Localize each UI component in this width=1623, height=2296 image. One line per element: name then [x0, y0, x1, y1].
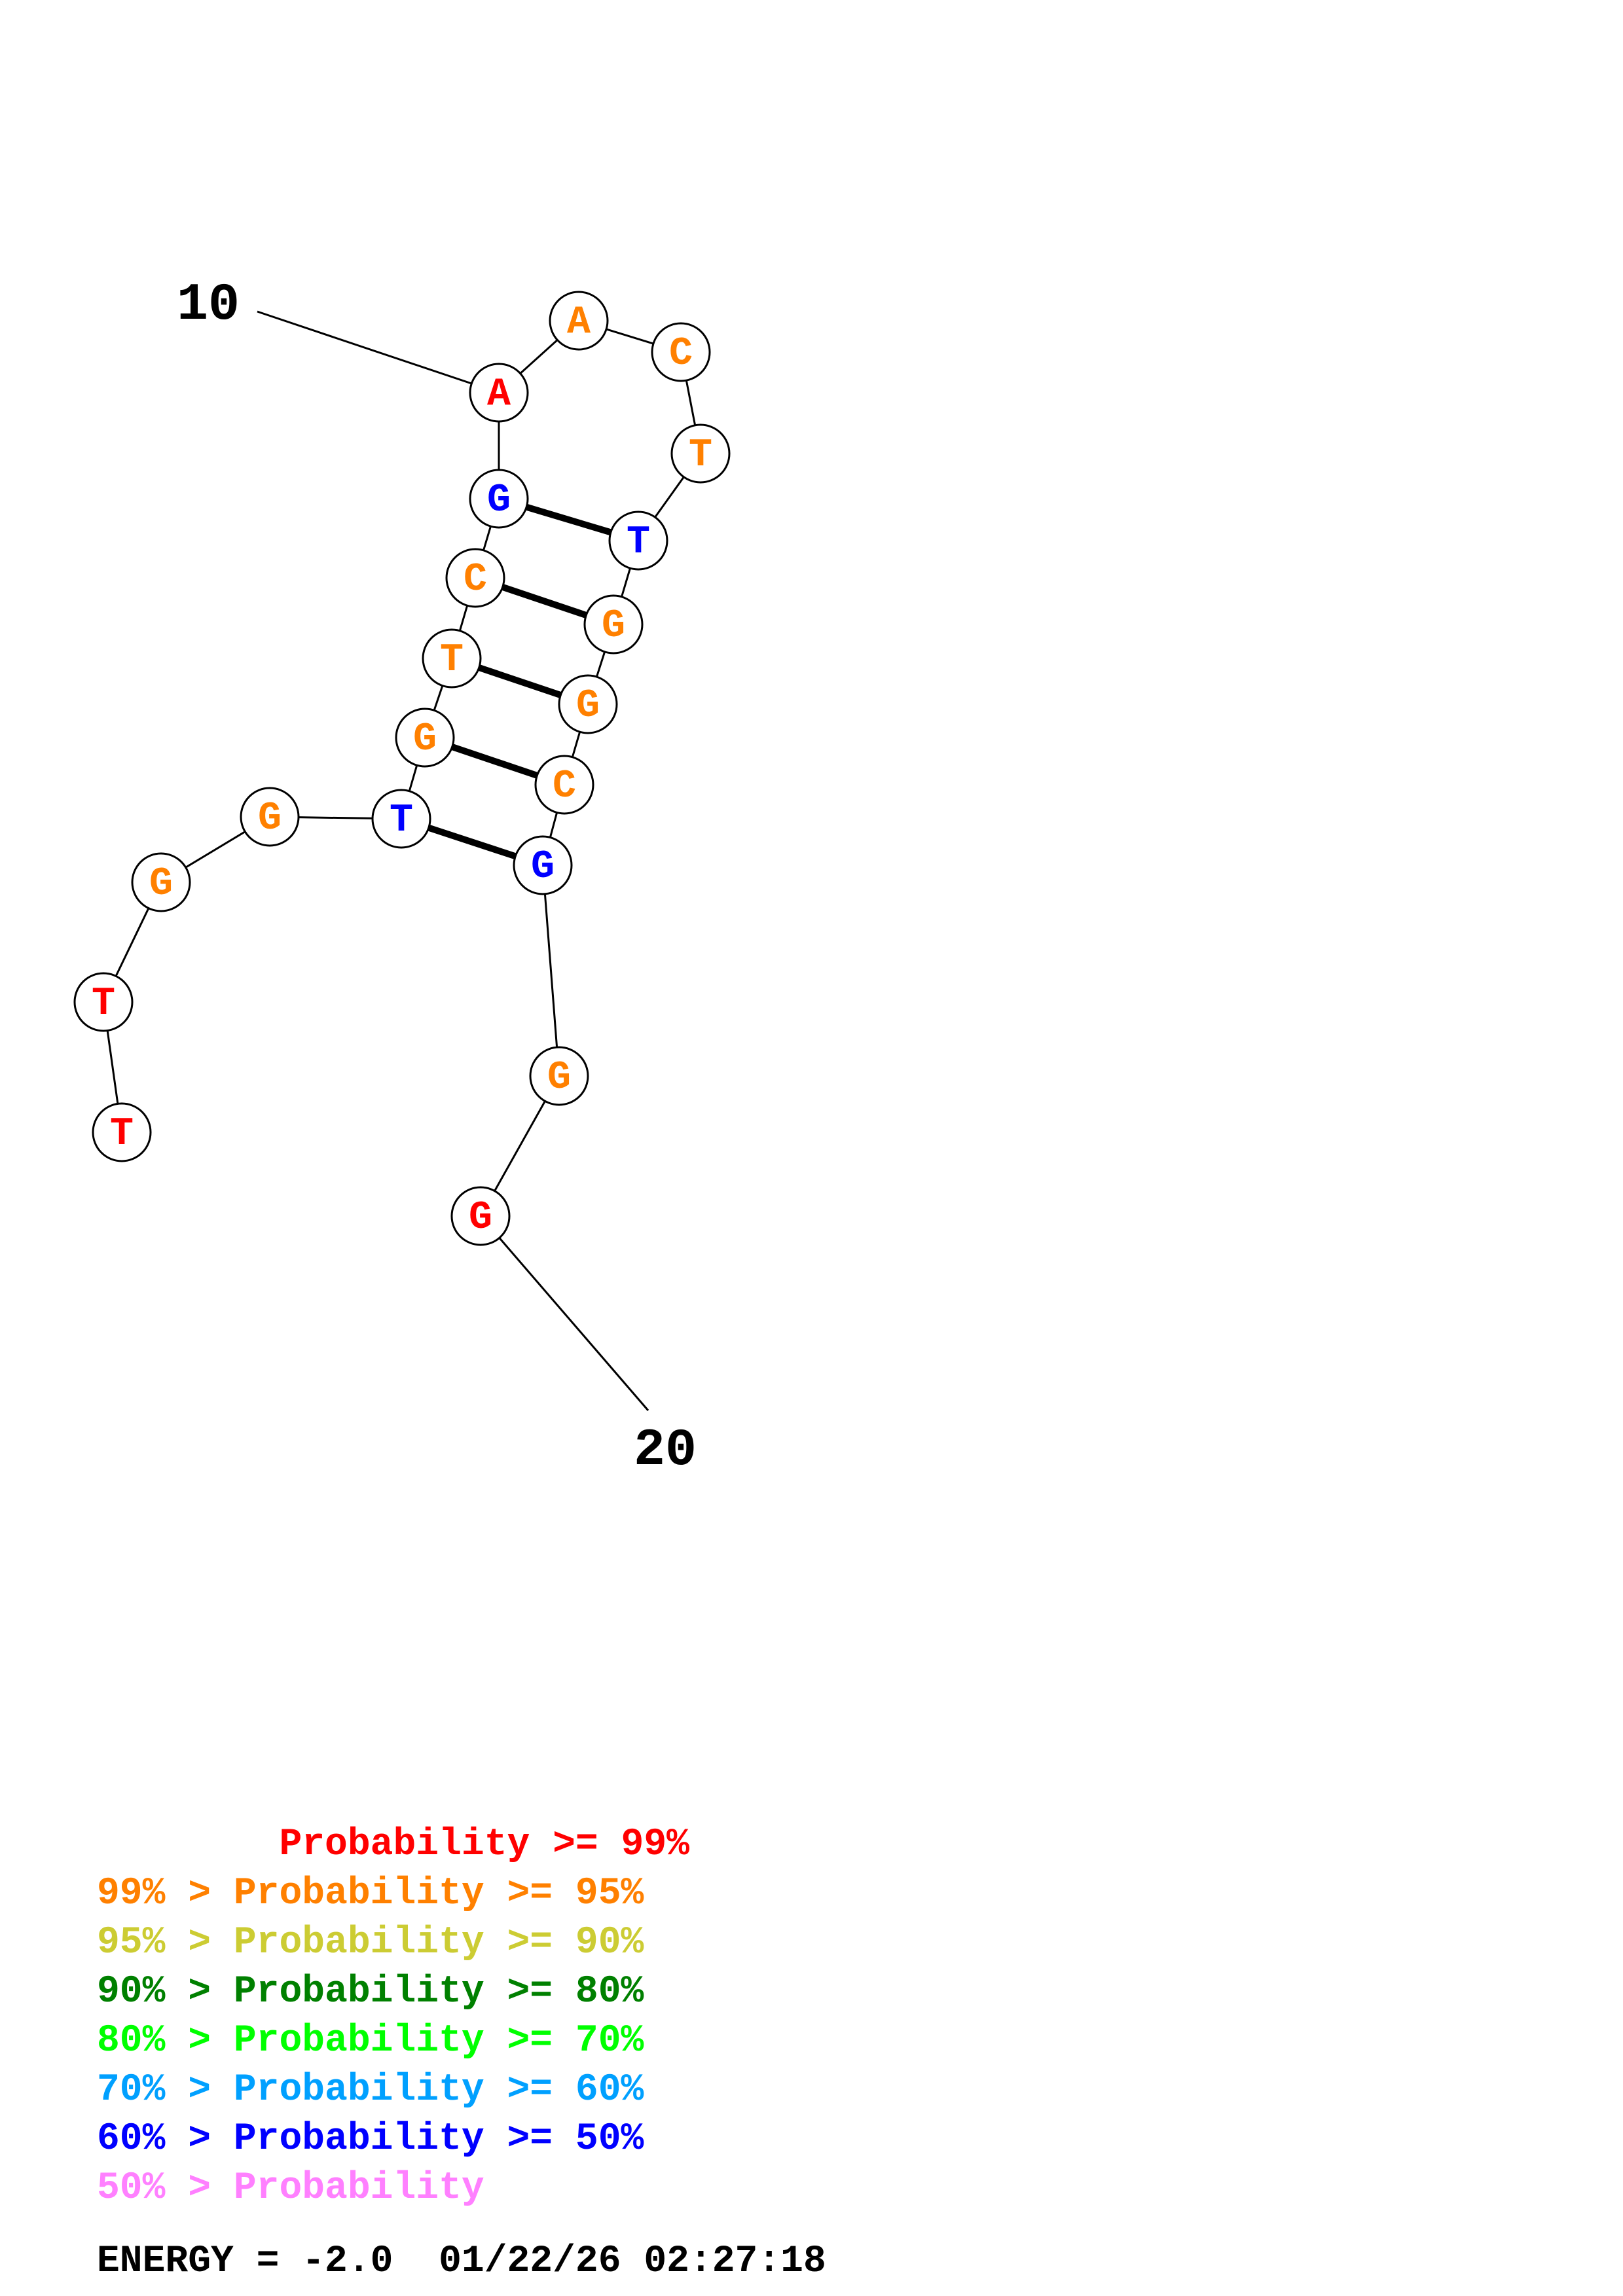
nucleotide-letter: A — [487, 372, 511, 417]
nucleotide-letter: G — [602, 604, 625, 649]
legend-entry: 50% > Probability — [97, 2167, 484, 2210]
legend-entry: Probability >= 99% — [97, 1823, 689, 1866]
nucleotide-letter: G — [413, 717, 437, 762]
backbone-segment — [541, 865, 560, 1077]
position-labels: 10 20 — [177, 276, 697, 1480]
base-pair-line — [525, 503, 612, 536]
nucleotide-letter: T — [440, 638, 464, 683]
nucleotide-circle — [450, 1186, 511, 1246]
nucleotide-letter: G — [258, 797, 282, 841]
nucleotide-circle — [371, 789, 431, 849]
nucleotide-letter: G — [469, 1196, 492, 1240]
nucleotide-circle — [651, 322, 711, 382]
nucleotide-letter: G — [531, 845, 555, 889]
nucleotide: T — [73, 972, 134, 1032]
nucleotide-letter: C — [464, 558, 487, 602]
nucleotide: T — [422, 628, 482, 689]
legend-entry: 90% > Probability >= 80% — [97, 1971, 644, 2013]
nucleotide: T — [608, 511, 668, 571]
nucleotide-letter: T — [92, 982, 115, 1026]
nucleotide-letter: C — [553, 764, 576, 809]
nucleotide-letter: G — [149, 862, 173, 906]
nucleotide: G — [583, 594, 644, 655]
nucleotide: A — [549, 291, 609, 351]
nucleotide: C — [651, 322, 711, 382]
nucleotide-circle — [469, 469, 529, 529]
nucleotide-circle — [469, 363, 529, 423]
nucleotide: C — [534, 755, 594, 815]
nucleotide-circle — [445, 548, 505, 608]
nucleotide: T — [371, 789, 431, 849]
position-label: 10 — [177, 276, 240, 335]
nucleotide: A — [469, 363, 529, 423]
nucleotide-letter: T — [390, 798, 413, 843]
base-pair-line — [428, 824, 517, 860]
nucleotide-letter: G — [576, 684, 600, 728]
nucleotide-circle — [549, 291, 609, 351]
nucleotide: G — [395, 708, 455, 768]
nucleotide-letter: A — [567, 300, 591, 345]
nucleotide: G — [529, 1046, 589, 1106]
nucleotide-circle — [558, 674, 618, 734]
nucleotide-letter: C — [669, 332, 693, 376]
nucleotide: T — [670, 423, 731, 484]
energy-footer: ENERGY = -2.0 01/22/26 02:27:18 — [97, 2240, 826, 2283]
probability-legend: Probability >= 99% 99% > Probability >= 9… — [97, 1823, 689, 2210]
legend-entry: 70% > Probability >= 60% — [97, 2069, 644, 2111]
nucleotide: G — [469, 469, 529, 529]
nucleotide: G — [240, 787, 300, 847]
nucleotide-circle — [670, 423, 731, 484]
nucleotide-letter: G — [547, 1056, 571, 1100]
position-label: 20 — [634, 1421, 697, 1480]
nucleotide: G — [558, 674, 618, 734]
position-label-leader — [257, 310, 500, 394]
legend-entry: 95% > Probability >= 90% — [97, 1922, 644, 1964]
nucleotide-circle — [131, 852, 191, 912]
base-pair-line — [501, 584, 587, 619]
nucleotide: T — [92, 1102, 152, 1162]
nucleotide-letter: T — [627, 520, 650, 565]
nucleotide-circle — [92, 1102, 152, 1162]
nucleotide-circle — [240, 787, 300, 847]
nucleotide-letter: G — [487, 478, 511, 523]
nucleotide-circle — [513, 835, 573, 895]
nucleotide-circle — [529, 1046, 589, 1106]
base-pair-lines — [428, 503, 612, 860]
legend-entry: 99% > Probability >= 95% — [97, 1873, 644, 1915]
legend-entry: 80% > Probability >= 70% — [97, 2020, 644, 2062]
nucleotide: G — [513, 835, 573, 895]
base-pair-line — [478, 664, 562, 698]
nucleotide-letter: T — [110, 1112, 134, 1157]
backbone-lines — [102, 319, 702, 1217]
nucleotide: G — [450, 1186, 511, 1246]
nucleotide-circle — [395, 708, 455, 768]
nucleotide-circle — [608, 511, 668, 571]
nucleotide: G — [131, 852, 191, 912]
nucleotide-circle — [583, 594, 644, 655]
base-pair-line — [451, 744, 538, 779]
position-label-leader — [479, 1215, 649, 1411]
nucleotide: C — [445, 548, 505, 608]
legend-entry: 60% > Probability >= 50% — [97, 2118, 644, 2161]
nucleotide-circle — [534, 755, 594, 815]
nucleotide-circle — [422, 628, 482, 689]
nucleotide-circle — [73, 972, 134, 1032]
nucleotide-letter: T — [689, 433, 712, 478]
